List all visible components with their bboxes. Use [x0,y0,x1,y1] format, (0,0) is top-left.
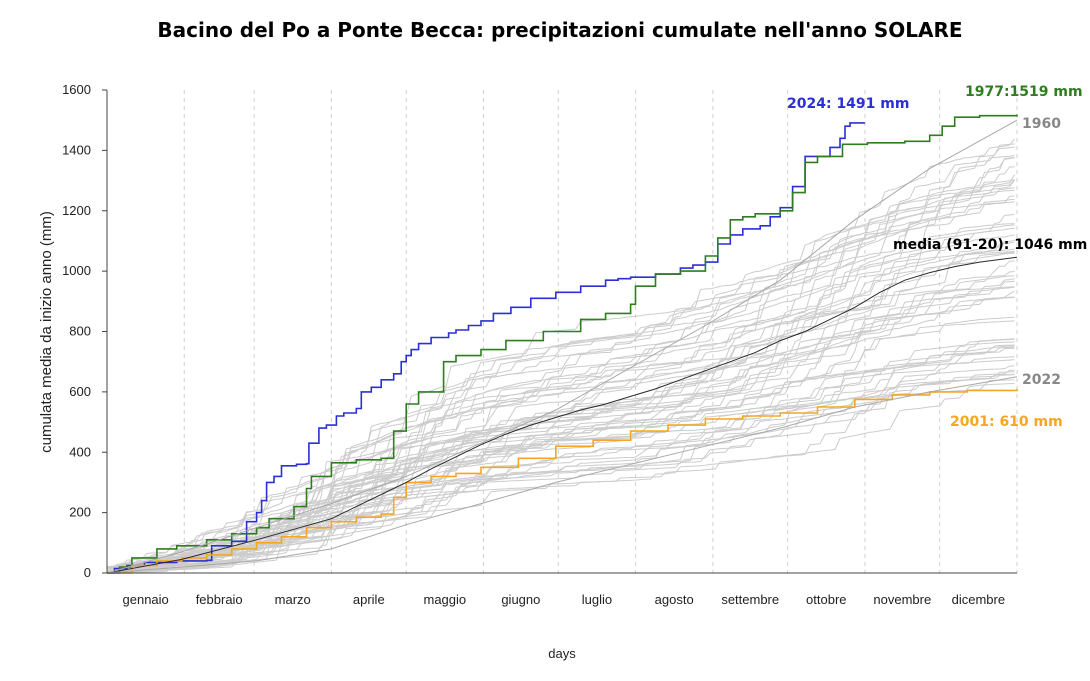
y-tick-label: 1200 [62,203,91,218]
y-tick-label: 200 [69,505,91,520]
background-year-line [106,201,1015,568]
x-tick-label: marzo [275,592,311,607]
x-tick-label: ottobre [806,592,846,607]
y-axis-label: cumulata media da inizio anno (mm) [38,211,55,453]
x-tick-label: giugno [501,592,540,607]
background-year-line [106,382,1015,574]
background-year-line [106,290,1015,574]
x-tick-label: maggio [424,592,467,607]
background-year-line [106,344,1015,574]
x-tick-label: luglio [582,592,612,607]
background-year-line [106,379,1015,574]
y-tick-label: 0 [84,565,91,580]
series-label-0: 2024: 1491 mm [787,96,909,112]
series-label-3: media (91-20): 1046 mm [893,237,1087,253]
x-tick-label: dicembre [952,592,1005,607]
x-tick-label: febbraio [196,592,243,607]
background-year-line [106,286,1015,573]
x-tick-label: settembre [721,592,779,607]
chart-title: Bacino del Po a Ponte Becca: precipitazi… [157,18,962,42]
background-year-line [107,297,1015,574]
background-year-line [106,143,1015,573]
x-month-labels: gennaio febbraio marzo aprile maggio giugno lu… [123,592,1006,607]
y-ticks: 0 200 400 600 800 1000 1200 1400 1600 [62,82,107,580]
y-tick-label: 400 [69,444,91,459]
x-tick-label: novembre [873,592,931,607]
background-year-line [106,346,1015,574]
series-label-1: 1977:1519 mm [965,84,1083,100]
background-year-line [106,156,1015,574]
background-year-line [106,174,1015,573]
series-line-4 [106,119,1018,574]
y-tick-label: 1600 [62,82,91,97]
background-year-line [106,155,1015,573]
y-tick-label: 1400 [62,142,91,157]
background-year-line [106,195,1015,573]
x-axis-label: days [548,646,576,661]
background-year-line [106,252,1015,574]
x-tick-label: agosto [655,592,694,607]
background-year-line [106,374,1015,574]
background-year-line [106,271,1015,574]
background-year-line [106,157,1015,573]
series-line-0 [107,122,865,574]
background-year-line [106,189,1015,573]
series-label-4: 1960 [1022,116,1061,132]
highlighted-series [106,114,1018,574]
background-year-line [106,371,1015,574]
series-annotations: 2024: 1491 mm 1977:1519 mm 2001: 610 mm med… [787,84,1087,430]
x-tick-label: aprile [353,592,385,607]
series-line-5 [106,376,1018,574]
background-year-line [106,252,1015,574]
background-year-line [106,251,1015,574]
background-year-line [106,179,1015,573]
month-grid [183,90,1018,573]
background-year-lines [106,138,1015,574]
series-line-2 [107,388,1018,574]
series-line-1 [107,114,1018,574]
background-year-line [106,296,1015,574]
background-year-line [106,347,1015,574]
x-tick-label: gennaio [123,592,169,607]
series-label-2: 2001: 610 mm [950,414,1063,430]
background-year-line [106,345,1015,574]
y-tick-label: 600 [69,384,91,399]
background-year-line [106,373,1015,569]
background-year-line [106,179,1015,574]
series-line-3 [106,256,1018,574]
y-tick-label: 1000 [62,263,91,278]
background-year-line [106,146,1015,574]
background-year-line [106,138,1015,573]
background-year-line [106,359,1015,574]
y-tick-label: 800 [69,324,91,339]
background-year-line [106,187,1015,570]
series-label-5: 2022 [1022,372,1061,388]
